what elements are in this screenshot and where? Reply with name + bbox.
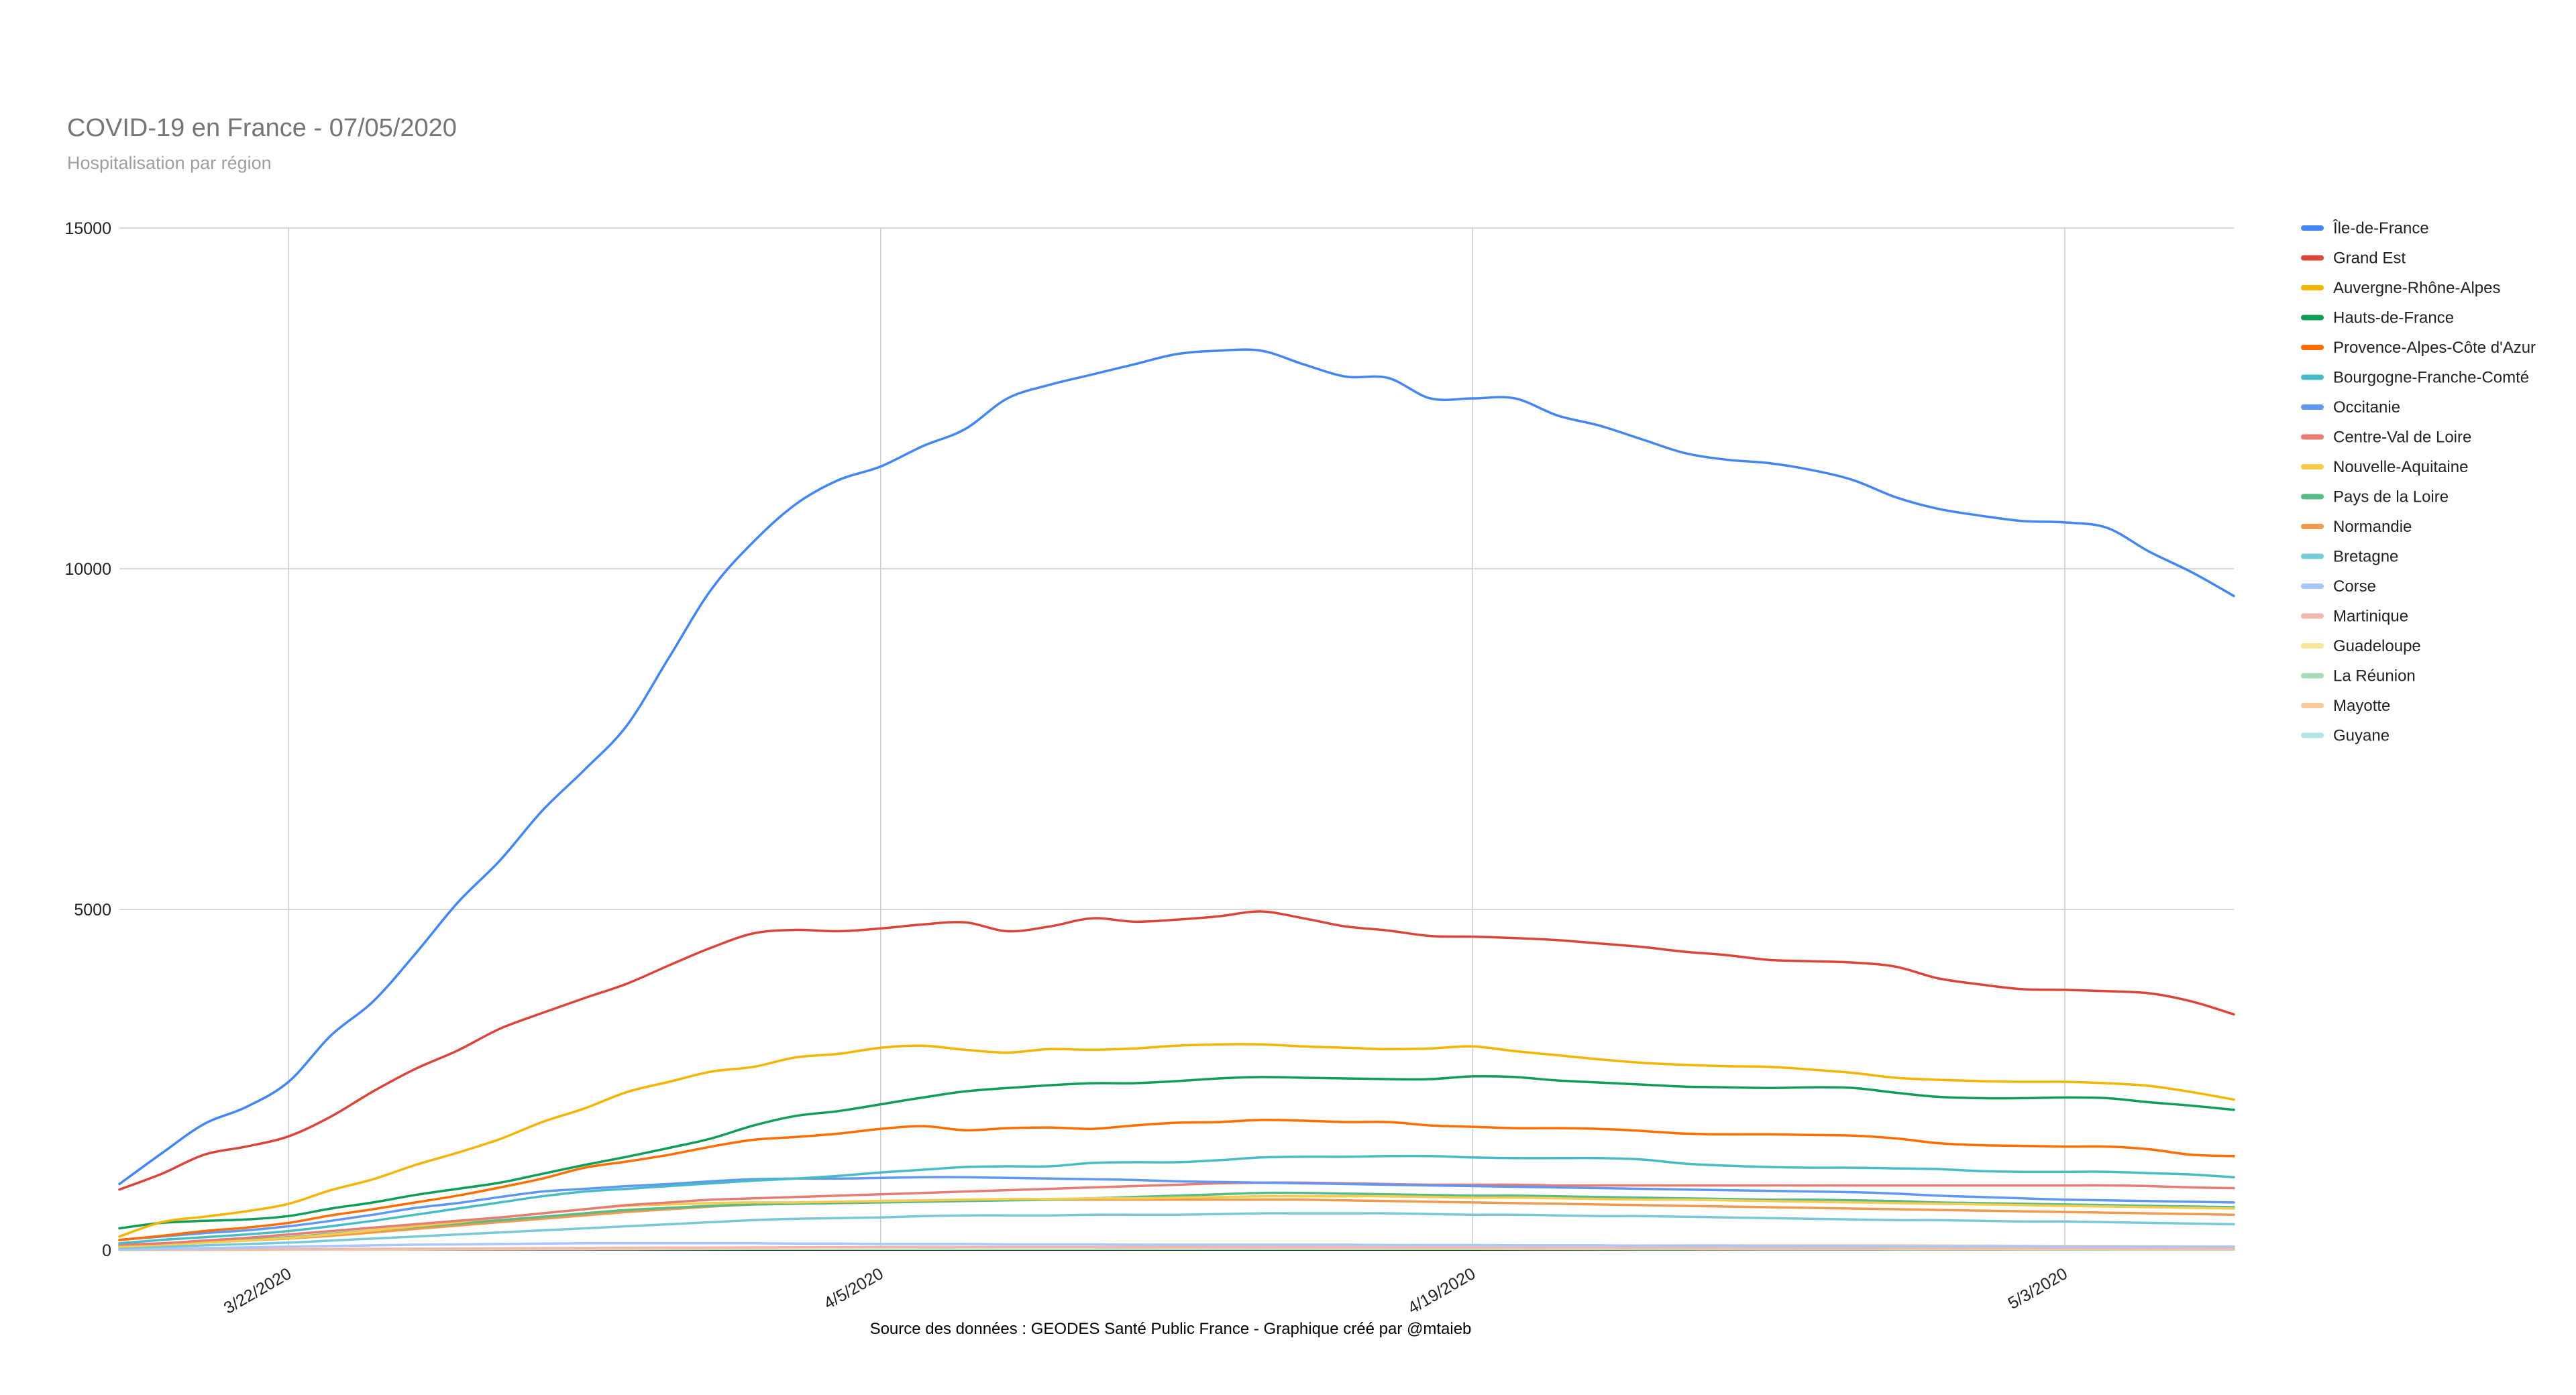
legend-label-la-reunion: La Réunion: [2333, 667, 2416, 685]
legend-label-corse: Corse: [2333, 577, 2376, 596]
legend-label-centre-val-de-loire: Centre-Val de Loire: [2333, 429, 2471, 447]
series-line-provence-alpes-cote-d-azur: [118, 1119, 2235, 1241]
chart-subtitle: Hospitalisation par région: [67, 153, 272, 173]
legend: Île-de-France Grand Est Auvergne-Rhône-Alp…: [2301, 219, 2536, 745]
legend-label-bourgogne-franche-comte: Bourgogne-Franche-Comté: [2333, 369, 2529, 387]
y-tick-label: 5000: [74, 901, 111, 919]
x-tick-label: 4/5/2020: [820, 1264, 886, 1313]
series-line-corse: [118, 1242, 2235, 1251]
series-line-hauts-de-france: [118, 1074, 2235, 1230]
y-tick-label: 0: [102, 1241, 111, 1260]
legend-label-martinique: Martinique: [2333, 608, 2408, 626]
series-line-auvergne-rhone-alpes: [118, 1043, 2235, 1238]
x-tick-label: 3/22/2020: [221, 1264, 294, 1318]
legend-label-ile-de-france: Île-de-France: [2332, 219, 2429, 237]
legend-label-pays-de-la-loire: Pays de la Loire: [2333, 488, 2449, 506]
series-line-bretagne: [118, 1212, 2235, 1249]
series-line-grand-est: [118, 910, 2235, 1191]
legend-label-normandie: Normandie: [2333, 518, 2412, 536]
series-line-occitanie: [118, 1176, 2235, 1241]
legend-label-provence-alpes-cote-d-azur: Provence-Alpes-Côte d'Azur: [2333, 339, 2536, 357]
legend-label-occitanie: Occitanie: [2333, 398, 2400, 416]
series-line-bourgogne-franche-comte: [118, 1154, 2235, 1245]
chart-source-note: Source des données : GEODES Santé Public…: [869, 1320, 1472, 1338]
x-tick-label: 4/19/2020: [1405, 1264, 1479, 1318]
series-line-ile-de-france: [118, 348, 2235, 1186]
axis-labels: 0 5000 10000 15000 3/22/2020 4/5/2020 4/19/202…: [64, 219, 2070, 1318]
legend-label-nouvelle-aquitaine: Nouvelle-Aquitaine: [2333, 458, 2468, 476]
legend-label-bretagne: Bretagne: [2333, 548, 2398, 566]
legend-label-guyane: Guyane: [2333, 727, 2390, 745]
x-tick-label: 5/3/2020: [2005, 1264, 2071, 1313]
legend-label-hauts-de-france: Hauts-de-France: [2333, 309, 2454, 327]
legend-label-grand-est: Grand Est: [2333, 249, 2406, 268]
y-tick-label: 10000: [64, 560, 111, 579]
legend-label-mayotte: Mayotte: [2333, 697, 2390, 715]
series-line-pays-de-la-loire: [118, 1191, 2235, 1247]
y-tick-label: 15000: [64, 219, 111, 238]
series-line-martinique: [118, 1245, 2235, 1251]
series-line-centre-val-de-loire: [118, 1181, 2235, 1246]
series-lines: [118, 348, 2235, 1251]
grid-lines: [119, 227, 2234, 1251]
legend-label-guadeloupe: Guadeloupe: [2333, 637, 2421, 655]
series-line-normandie: [118, 1198, 2235, 1248]
legend-label-auvergne-rhone-alpes: Auvergne-Rhône-Alpes: [2333, 279, 2500, 297]
chart-title: COVID-19 en France - 07/05/2020: [67, 114, 457, 142]
